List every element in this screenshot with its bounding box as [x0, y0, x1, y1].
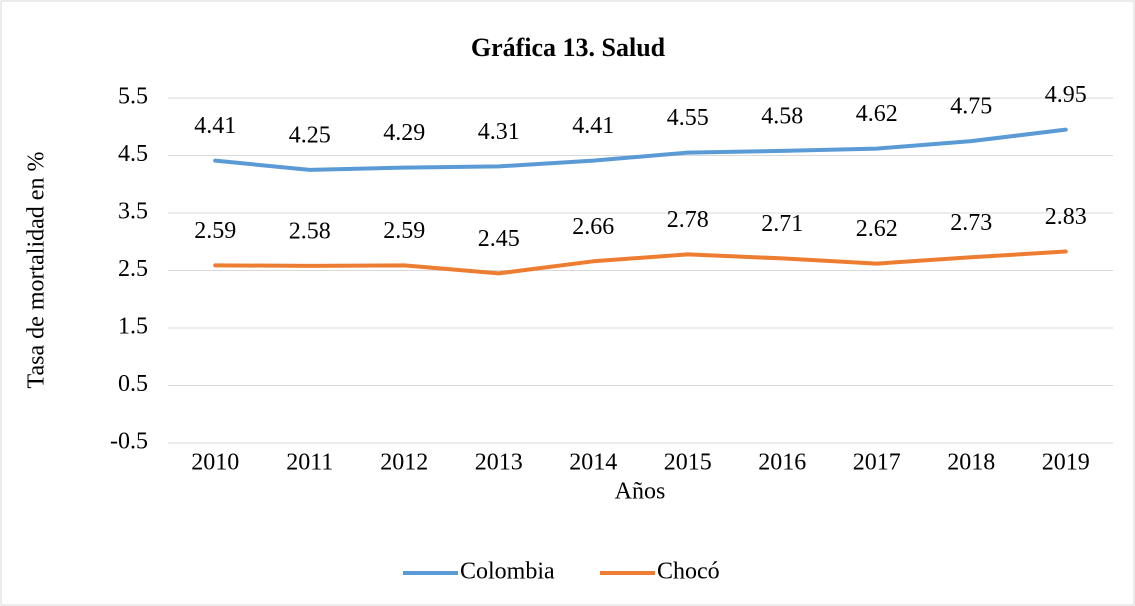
data-label: 4.55 [667, 105, 709, 131]
data-label: 4.41 [194, 113, 236, 139]
x-tick-label: 2017 [853, 450, 901, 476]
data-label: 4.41 [572, 113, 614, 139]
data-label: 2.78 [667, 207, 709, 233]
y-tick-label: 5.5 [118, 84, 148, 110]
series-line [213, 249, 1068, 276]
data-label: 2.45 [478, 226, 520, 252]
x-tick-label: 2013 [475, 450, 523, 476]
y-tick-label: 1.5 [118, 314, 148, 340]
y-axis-label: Tasa de mortalidad en % [24, 152, 50, 389]
x-tick-label: 2015 [664, 450, 712, 476]
data-label: 4.31 [478, 119, 520, 145]
data-label: 2.59 [194, 218, 236, 244]
data-label: 2.73 [950, 210, 992, 236]
data-label: 4.29 [383, 120, 425, 146]
x-tick-label: 2012 [380, 450, 428, 476]
chart-title: Gráfica 13. Salud [471, 33, 666, 62]
data-label: 2.83 [1045, 204, 1087, 230]
legend-label: Chocó [657, 559, 720, 585]
data-label: 4.25 [289, 122, 331, 148]
x-tick-label: 2019 [1042, 450, 1090, 476]
data-label: 4.75 [950, 94, 992, 120]
data-label: 2.62 [856, 216, 898, 242]
y-tick-label: 4.5 [118, 141, 148, 167]
data-label: 4.58 [761, 103, 803, 129]
data-label: 2.71 [761, 211, 803, 237]
data-label: 4.95 [1045, 82, 1087, 108]
data-label: 2.66 [572, 214, 614, 240]
x-tick-label: 2016 [758, 450, 806, 476]
x-axis-label: Años [615, 479, 666, 505]
legend-label: Colombia [460, 559, 555, 585]
x-tick-label: 2011 [286, 450, 333, 476]
series-line [213, 127, 1068, 172]
data-label: 2.58 [289, 218, 331, 244]
y-tick-label: 3.5 [118, 199, 148, 225]
y-tick-label: 2.5 [118, 256, 148, 282]
x-tick-label: 2018 [947, 450, 995, 476]
y-tick-label: -0.5 [110, 429, 148, 455]
x-tick-label: 2014 [569, 450, 617, 476]
data-label: 4.62 [856, 101, 898, 127]
y-tick-label: 0.5 [118, 371, 148, 397]
x-tick-label: 2010 [191, 450, 239, 476]
data-label: 2.59 [383, 218, 425, 244]
